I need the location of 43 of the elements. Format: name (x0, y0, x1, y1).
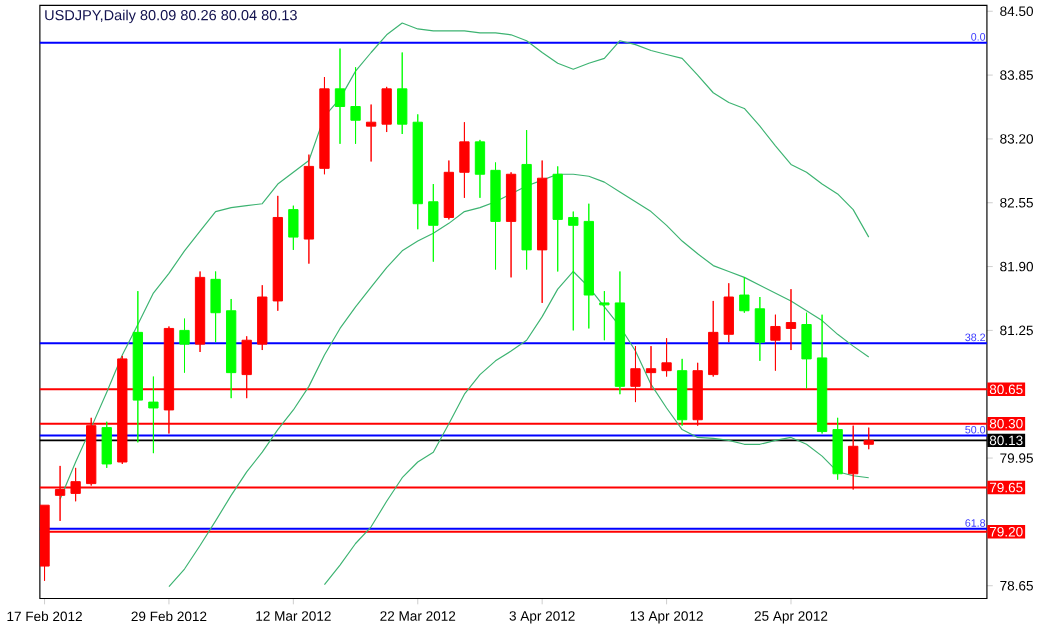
candlestick (459, 121, 470, 199)
candlestick (583, 203, 594, 329)
candlestick (521, 129, 532, 271)
candlestick (319, 76, 330, 175)
candlestick (552, 165, 563, 272)
candlestick (754, 296, 766, 362)
candlestick (599, 290, 610, 341)
candlestick (381, 86, 392, 133)
candlestick (443, 160, 455, 220)
candlestick (661, 337, 672, 378)
candlestick (226, 298, 237, 399)
candlestick (723, 282, 734, 343)
candlestick (412, 113, 423, 230)
candlestick (365, 104, 377, 163)
candlestick (132, 290, 143, 443)
candlestick (288, 205, 299, 251)
candlestick (334, 48, 346, 145)
candlestick (676, 358, 688, 427)
candlestick (428, 183, 439, 263)
candlestick (816, 314, 828, 435)
candlestick (537, 160, 548, 304)
candlestick (350, 66, 361, 145)
candlestick (194, 271, 206, 353)
candlestick (614, 271, 626, 395)
candlestick (785, 288, 797, 351)
candlestick (303, 154, 315, 265)
candlestick (397, 52, 408, 135)
candlestick (739, 276, 750, 314)
line-series (323, 270, 870, 586)
candlestick (770, 314, 781, 372)
candlestick (148, 376, 159, 454)
candlestick (179, 318, 190, 374)
candlestick (101, 421, 112, 469)
candlestick (210, 271, 221, 343)
candlestick (801, 312, 812, 389)
candlestick (568, 211, 579, 331)
candlestick (474, 139, 486, 199)
candlestick (708, 300, 719, 378)
candlestick (490, 162, 501, 271)
candlestick (832, 417, 843, 481)
candlestick (505, 171, 517, 278)
candlestick (257, 284, 268, 351)
candlestick (272, 195, 283, 312)
